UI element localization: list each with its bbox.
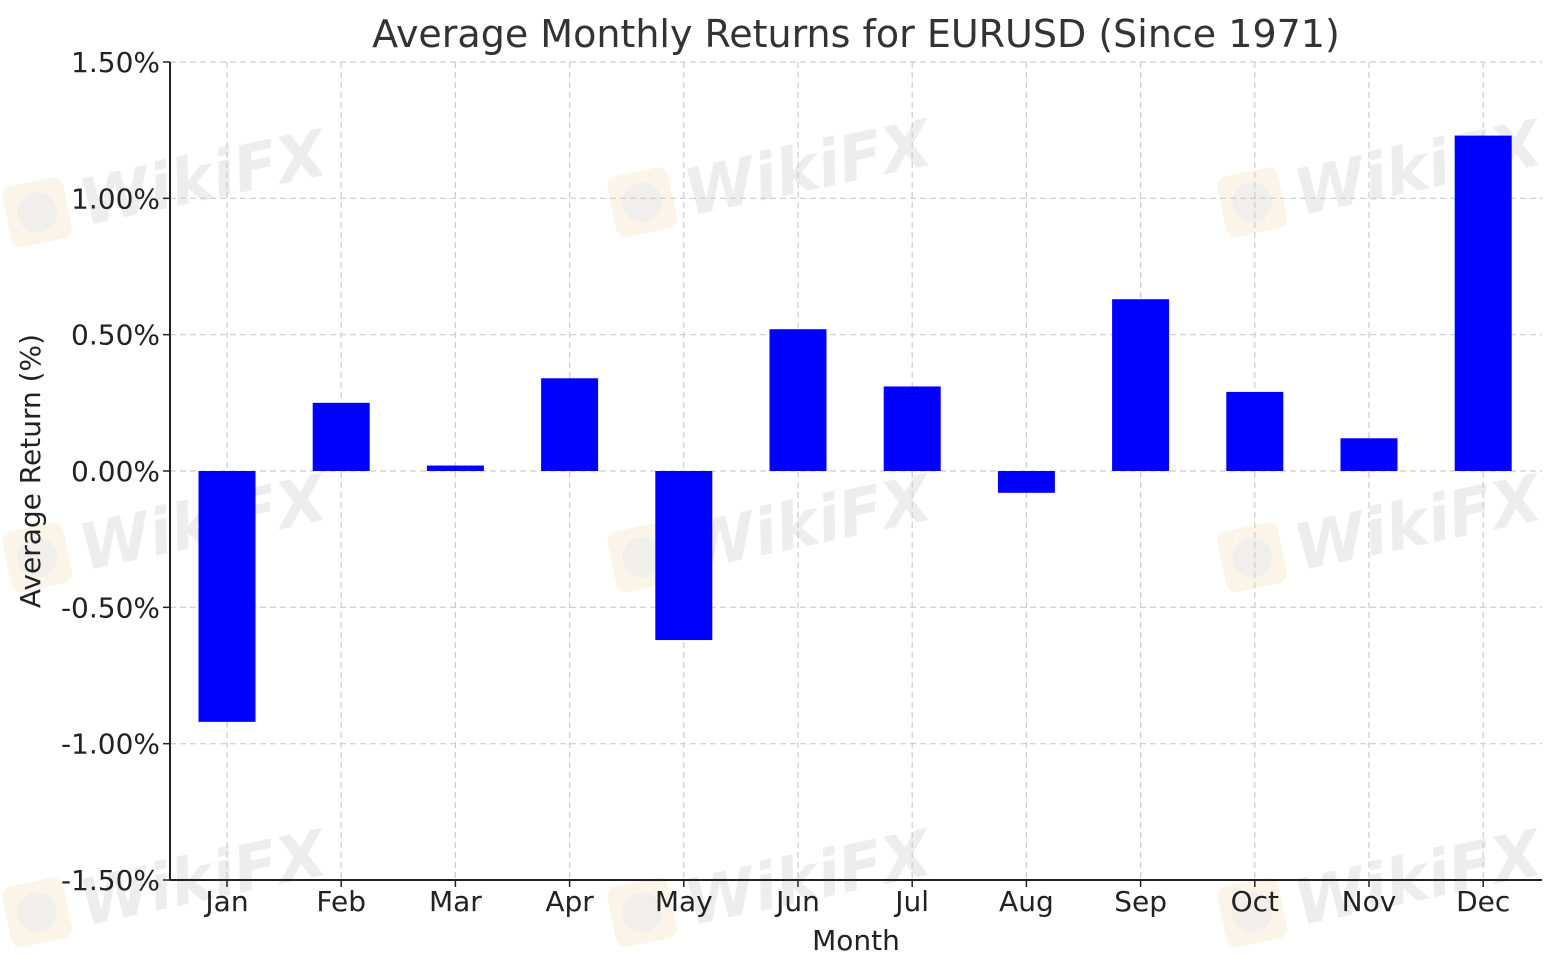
x-tick-label-jan: Jan [203, 885, 248, 918]
x-tick-label-may: May [655, 885, 713, 918]
watermark: WikiFX [607, 461, 941, 593]
y-axis-label: Average Return (%) [14, 334, 47, 608]
watermark-logo-mark [622, 182, 663, 223]
y-tick-label: -0.50% [61, 591, 160, 624]
bar-mar [426, 465, 484, 471]
y-tick-label: 1.50% [71, 46, 160, 79]
watermark-text: WikiFX [678, 461, 941, 586]
bar-oct [1226, 391, 1284, 471]
watermark-logo-mark [17, 892, 58, 933]
bar-series [198, 135, 1512, 722]
watermark-text: WikiFX [1288, 461, 1551, 586]
watermark: WikiFX [2, 116, 336, 248]
x-tick-label-mar: Mar [429, 885, 482, 918]
watermark-logo-mark [1232, 182, 1273, 223]
watermark-text: WikiFX [73, 116, 336, 241]
watermark: WikiFX [1217, 461, 1551, 593]
x-axis-label: Month [812, 924, 900, 957]
x-tick-label-apr: Apr [545, 885, 594, 918]
chart-title: Average Monthly Returns for EURUSD (Sinc… [372, 12, 1340, 56]
y-tick-labels: -1.50% -1.00% -0.50% 0.00% 0.50% 1.00% 1.50% [61, 46, 170, 897]
x-tick-label-dec: Dec [1456, 885, 1510, 918]
x-tick-label-jul: Jul [893, 885, 929, 918]
y-tick-label: -1.00% [61, 728, 160, 761]
x-tick-label-aug: Aug [999, 885, 1054, 918]
bar-may [655, 471, 713, 641]
bar-apr [541, 378, 599, 471]
grid-lines [170, 61, 1542, 881]
bar-sep [1112, 299, 1170, 471]
bar-feb [312, 402, 370, 471]
x-tick-label-nov: Nov [1342, 885, 1397, 918]
watermark: WikiFX [2, 816, 336, 948]
bar-nov [1340, 438, 1398, 471]
watermark-text: WikiFX [1288, 816, 1551, 941]
watermark-logo-mark [622, 892, 663, 933]
watermark: WikiFX [607, 106, 941, 238]
watermark-logo-mark [17, 192, 58, 233]
watermark-logo-mark [17, 537, 58, 578]
watermark-logo-mark [622, 537, 663, 578]
watermark-text: WikiFX [678, 106, 941, 231]
y-tick-label: 0.50% [71, 319, 160, 352]
y-tick-label: -1.50% [61, 864, 160, 897]
bar-dec [1454, 135, 1512, 471]
x-tick-label-oct: Oct [1231, 885, 1279, 918]
bar-jan [198, 471, 256, 722]
x-tick-label-jun: Jun [774, 885, 820, 918]
bar-jul [883, 386, 941, 471]
bar-jun [769, 329, 827, 471]
x-tick-labels: Jan Feb Mar Apr May Jun Jul Aug Sep Oct Nov Dec [203, 880, 1510, 918]
watermark-logo-mark [1232, 892, 1273, 933]
x-tick-label-sep: Sep [1114, 885, 1167, 918]
y-tick-label: 1.00% [71, 182, 160, 215]
x-tick-label-feb: Feb [316, 885, 366, 918]
y-tick-label: 0.00% [71, 455, 160, 488]
watermark-logo-mark [1232, 537, 1273, 578]
watermark-text: WikiFX [678, 816, 941, 941]
watermark: WikiFX [2, 461, 336, 593]
bar-aug [997, 471, 1055, 493]
